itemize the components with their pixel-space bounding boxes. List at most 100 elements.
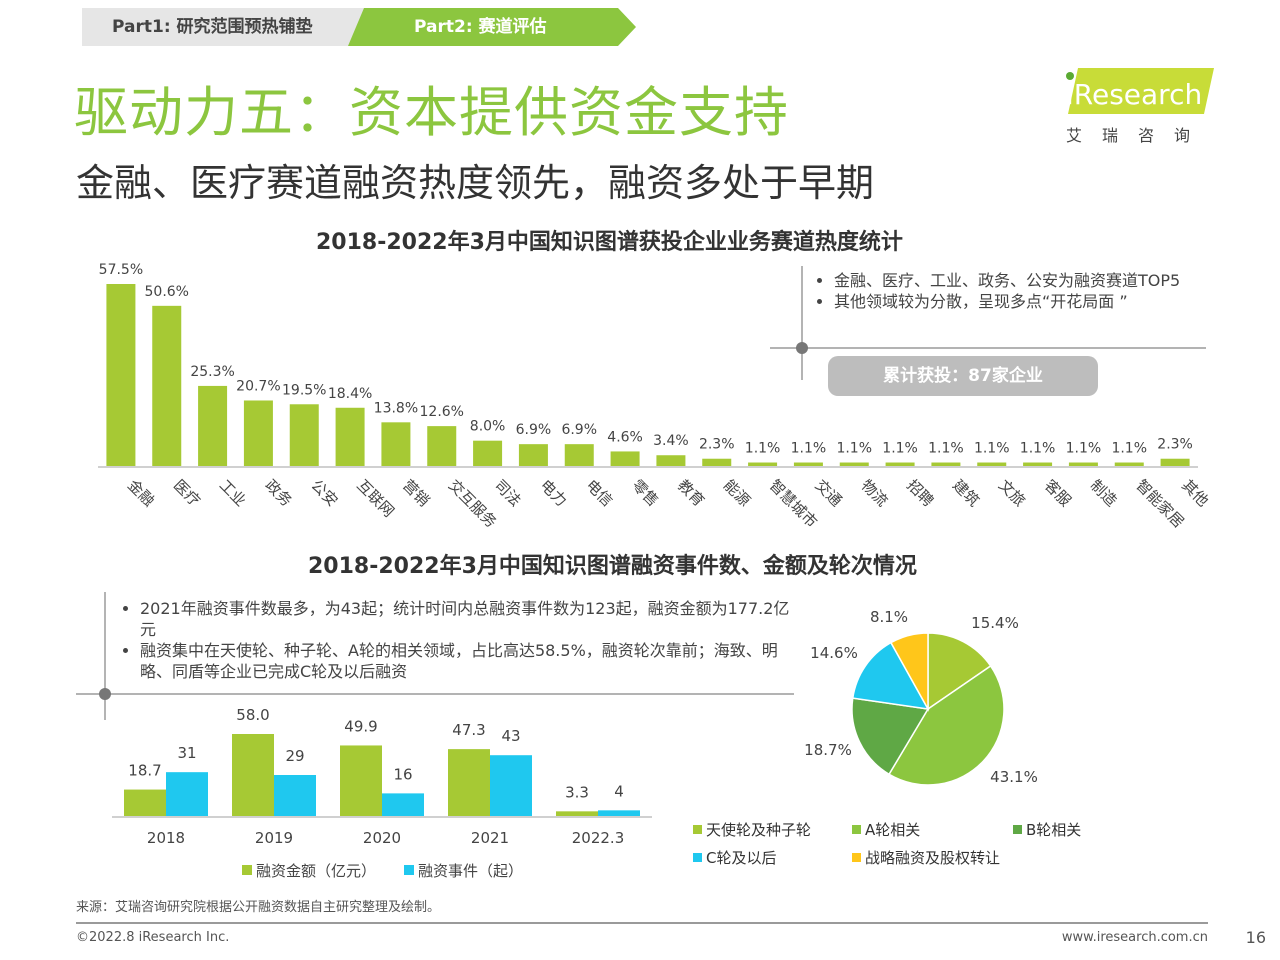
chart-1-value-label: 8.0% [470,419,506,435]
chart-1-value-label: 3.4% [653,433,689,449]
page-subtitle: 金融、医疗赛道融资热度领先，融资多处于早期 [76,161,875,205]
chart-1-bar [198,385,228,466]
pie-value-label: 43.1% [990,768,1038,786]
chart-2-events-bar [490,755,532,816]
chart-1-bar [839,462,869,466]
chart-1-value-label: 13.8% [374,400,418,416]
chart-2-section-title: 2018-2022年3月中国知识图谱融资事件数、金额及轮次情况 [308,554,917,579]
note-1-bullet: 其他领域较为分散，呈现多点“开花局面 ” [834,291,1212,312]
chart-1-bar [518,444,548,466]
breadcrumb-step-2[interactable]: Part2: 赛道评估 [414,17,547,37]
chart-1-bar [1068,462,1098,466]
chart-2-events-bar [274,775,316,816]
footer-divider [76,922,1208,924]
chart-1-bar [885,462,915,466]
chart-1-value-label: 19.5% [282,382,326,398]
chart-2-legend-swatch [242,865,252,875]
chart-1-value-label: 1.1% [928,441,964,457]
chart-1-bar [977,462,1007,466]
chart-2-value-label: 18.7 [128,762,161,780]
pie-slice [927,632,992,711]
chart-1-value-label: 1.1% [974,441,1010,457]
page-title: 驱动力五：资本提供资金支持 [74,81,789,144]
chart-2-amount-bar [448,749,490,816]
chart-2-events-bar [166,772,208,816]
chart-2-value-label: 3.3 [565,783,589,801]
chart-2-legend-label: 融资事件（起） [418,862,523,880]
chart-2-events-bar [598,810,640,816]
pie-legend-label: 天使轮及种子轮 [706,821,811,839]
note-1-bullet: 金融、医疗、工业、政务、公安为融资赛道TOP5 [834,270,1212,291]
chart-1-value-label: 20.7% [236,378,280,394]
page-number: 16 [1245,928,1266,947]
chart-2-value-label: 4 [614,782,624,800]
pie-legend-swatch [852,825,861,834]
pie-legend-swatch [693,825,702,834]
breadcrumb-step-2-shape [348,8,636,46]
source-note: 来源：艾瑞咨询研究院根据公开融资数据自主研究整理及绘制。 [76,900,441,915]
note-1: 金融、医疗、工业、政务、公安为融资赛道TOP5 其他领域较为分散，呈现多点“开花… [812,270,1212,312]
breadcrumb-step-1[interactable]: Part1: 研究范围预热铺垫 [112,17,313,37]
chart-2-amount-bar [556,811,598,816]
chart-1-bar [427,426,457,466]
note-2: 2021年融资事件数最多，为43起；统计时间内总融资事件数为123起，融资金额为… [118,598,798,682]
chart-2-value-label: 58.0 [236,706,269,724]
chart-1-value-label: 18.4% [328,386,372,402]
chart-2-category-label: 2022.3 [572,829,625,847]
chart-1-bar [1160,458,1190,466]
chart-1-value-label: 1.1% [745,441,781,457]
chart-2-amount-bar [124,789,166,816]
chart-2-amount-bar [340,745,382,816]
chart-1-value-label: 1.1% [836,441,872,457]
chart-1-value-label: 4.6% [607,429,643,445]
chart-1-value-label: 2.3% [1157,437,1193,453]
chart-1-bar [1023,462,1053,466]
note-2-bullet: 融资集中在天使轮、种子轮、A轮的相关领域，占比高达58.5%，融资轮次靠前；海致… [140,640,798,682]
chart-2-value-label: 29 [285,747,304,765]
pie-legend-label: B轮相关 [1026,821,1081,839]
website-link[interactable]: www.iresearch.com.cn [1061,930,1208,945]
logo-chinese-name: 艾瑞咨询 [1066,126,1211,145]
chart-1-bar [610,451,640,466]
pie-legend-label: A轮相关 [865,821,920,839]
chart-1-bar [243,400,273,466]
chart-1-value-label: 1.1% [1020,441,1056,457]
chart-1-value-label: 1.1% [791,441,827,457]
chart-2-category-label: 2018 [147,829,185,847]
chart-2-value-label: 16 [393,765,412,783]
pie-legend-swatch [1013,825,1022,834]
chart-1-bar [152,305,182,466]
chart-1-bar [335,407,365,466]
chart-2-amount-bar [232,734,274,816]
pie-slice [851,697,930,776]
chart-1-bar [381,422,411,466]
chart-1-value-label: 50.6% [145,284,189,300]
pie-slice [889,632,929,712]
total-invested-badge: 累计获投：87家企业 [828,356,1098,396]
chart-2-legend-swatch [404,865,414,875]
breadcrumb: Part1: 研究范围预热铺垫 Part2: 赛道评估 [82,8,642,46]
breadcrumb-step-1-shape [82,8,372,46]
chart-1-bar [1114,462,1144,466]
note-2-bullet: 2021年融资事件数最多，为43起；统计时间内总融资事件数为123起，融资金额为… [140,598,798,640]
chart-2-category-label: 2021 [471,829,509,847]
chart-1-value-label: 12.6% [420,404,464,420]
chart-1-title: 2018-2022年3月中国知识图谱获投企业业务赛道热度统计 [316,230,903,255]
pie-value-label: 15.4% [971,614,1019,632]
pie-legend-swatch [693,853,702,862]
chart-2-value-label: 31 [177,744,196,762]
chart-1-bar [793,462,823,466]
chart-1-bar [106,284,136,466]
chart-1-value-label: 6.9% [516,422,552,438]
chart-1-value-label: 1.1% [882,441,918,457]
chart-2-value-label: 49.9 [344,717,377,735]
pie-legend-label: 战略融资及股权转让 [865,849,1000,867]
chart-2-category-label: 2019 [255,829,293,847]
chart-1-bar [564,444,594,466]
iresearch-logo: iResearch 艾瑞咨询 [1058,66,1218,145]
chart-1-bar [748,462,778,466]
chart-2-value-label: 43 [501,727,520,745]
chart-2-events-bar [382,793,424,816]
